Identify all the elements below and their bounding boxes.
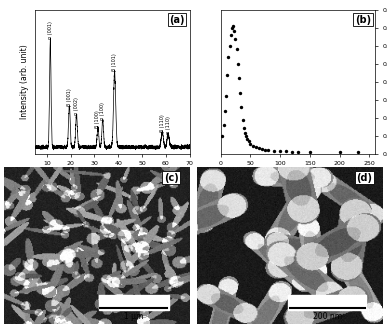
Point (223, 94, 229, 99)
Point (250, 143, 257, 148)
X-axis label: Pore diameter (nm): Pore diameter (nm) (261, 172, 335, 181)
Point (224, 72, 230, 77)
Text: α (100): α (100) (100, 102, 105, 120)
Bar (99, 296, 169, 310)
Point (289, 149, 295, 154)
Text: (c): (c) (164, 173, 178, 183)
Point (259, 146, 265, 152)
Point (225, 54, 231, 59)
Text: β (101): β (101) (112, 54, 117, 72)
Point (228, 32, 234, 38)
Point (237, 90, 243, 95)
Point (230, 23, 236, 28)
Point (232, 36, 238, 41)
Point (221, 122, 227, 128)
Text: α (001): α (001) (48, 21, 53, 39)
Y-axis label: Intensity (arb. unit): Intensity (arb. unit) (20, 44, 29, 119)
Text: (a): (a) (170, 15, 185, 25)
Point (226, 43, 233, 48)
Point (243, 134, 249, 139)
Text: 200 nm: 200 nm (313, 312, 342, 321)
Text: α (002): α (002) (74, 97, 79, 114)
Point (247, 141, 253, 146)
Point (242, 130, 248, 135)
Point (219, 133, 226, 138)
Point (234, 47, 240, 52)
Text: β (001): β (001) (67, 88, 72, 106)
Point (229, 25, 235, 30)
Point (253, 145, 259, 150)
Point (265, 148, 271, 153)
Text: 1 μm: 1 μm (124, 312, 144, 321)
Point (307, 149, 313, 155)
Point (262, 147, 268, 152)
Text: (b): (b) (355, 15, 371, 25)
Bar (288, 296, 366, 310)
Point (295, 149, 301, 154)
Point (235, 61, 241, 66)
Point (241, 125, 247, 130)
Text: β (100): β (100) (96, 110, 101, 128)
Point (271, 148, 277, 153)
Point (277, 148, 283, 154)
Text: α (110): α (110) (166, 116, 171, 134)
Point (256, 146, 262, 151)
Point (244, 137, 250, 142)
X-axis label: 2θ (Degree): 2θ (Degree) (89, 172, 135, 181)
Point (283, 149, 289, 154)
Point (236, 76, 242, 81)
Point (231, 29, 237, 34)
Point (238, 104, 245, 110)
Point (245, 139, 252, 144)
Point (354, 149, 361, 155)
Point (240, 117, 246, 122)
Text: (d): (d) (356, 173, 373, 183)
Text: β (110): β (110) (160, 114, 165, 132)
Point (222, 108, 228, 113)
Point (337, 149, 343, 155)
